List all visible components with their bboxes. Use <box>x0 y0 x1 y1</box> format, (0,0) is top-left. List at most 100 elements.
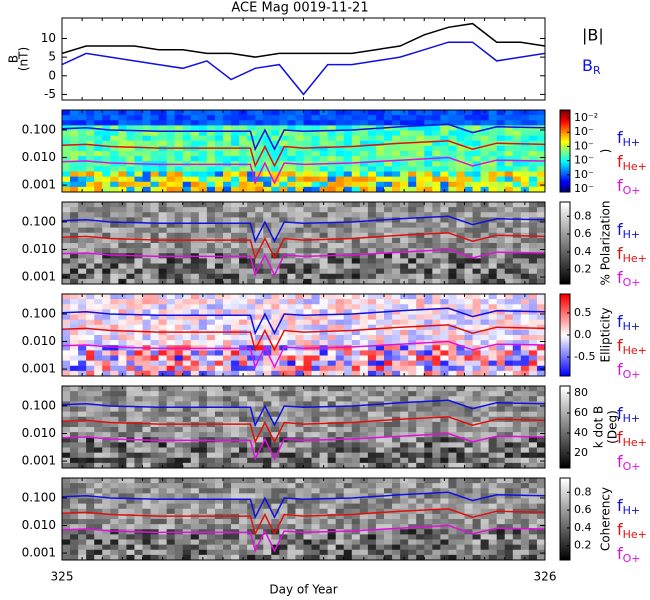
texture <box>335 483 345 489</box>
texture <box>182 524 192 530</box>
texture <box>335 171 345 178</box>
texture <box>480 237 490 244</box>
texture <box>214 335 224 341</box>
texture <box>223 115 232 121</box>
texture <box>86 151 95 157</box>
texture <box>126 554 135 560</box>
texture <box>78 534 87 540</box>
texture <box>158 140 168 147</box>
texture <box>287 222 296 229</box>
texture <box>287 309 296 315</box>
texture <box>198 355 208 362</box>
texture <box>86 421 95 428</box>
texture <box>512 350 522 356</box>
texture <box>70 488 79 494</box>
texture <box>392 166 401 172</box>
texture <box>150 503 160 510</box>
texture <box>94 519 103 525</box>
texture <box>400 243 409 249</box>
texture <box>134 237 143 244</box>
texture <box>424 406 433 413</box>
texture <box>102 212 111 218</box>
texture <box>400 248 409 254</box>
texture <box>174 524 184 530</box>
texture <box>464 222 474 229</box>
texture <box>456 263 465 270</box>
texture <box>126 335 135 341</box>
texture <box>206 498 216 505</box>
texture <box>295 299 304 305</box>
texture <box>214 524 224 530</box>
texture <box>408 161 417 167</box>
texture <box>247 447 256 454</box>
texture <box>70 258 79 264</box>
texture <box>94 350 103 356</box>
texture <box>62 314 71 321</box>
texture <box>255 427 264 433</box>
texture <box>392 156 401 162</box>
texture <box>150 554 160 560</box>
texture <box>295 503 304 510</box>
texture <box>166 319 176 326</box>
texture <box>351 273 361 280</box>
texture <box>311 478 321 484</box>
texture <box>126 544 135 551</box>
texture <box>214 544 224 551</box>
texture <box>424 401 433 407</box>
texture <box>504 227 514 234</box>
texture <box>416 217 425 223</box>
texture <box>367 294 377 300</box>
texture <box>408 145 417 152</box>
texture <box>198 432 208 438</box>
colorbar-cell <box>560 218 570 221</box>
texture <box>335 130 345 137</box>
texture <box>424 110 433 116</box>
texture <box>392 340 401 346</box>
texture <box>287 524 296 530</box>
texture <box>424 365 433 372</box>
texture <box>231 120 240 126</box>
colorbar-cell <box>560 144 570 147</box>
texture <box>367 273 377 280</box>
texture <box>335 534 345 540</box>
texture <box>375 396 385 402</box>
texture <box>231 140 240 147</box>
texture <box>319 483 329 489</box>
texture <box>142 365 152 372</box>
texture <box>214 186 224 192</box>
texture <box>384 186 393 192</box>
colorbar-cell <box>560 330 570 333</box>
colorbar-cell <box>560 390 570 393</box>
texture <box>432 427 441 433</box>
texture <box>102 396 111 402</box>
texture <box>166 427 176 433</box>
texture <box>86 355 95 362</box>
texture <box>94 386 103 392</box>
texture <box>424 212 433 218</box>
texture <box>231 335 240 341</box>
texture <box>150 524 160 530</box>
texture <box>134 258 143 264</box>
texture <box>190 427 200 433</box>
texture <box>504 314 514 321</box>
texture <box>303 166 313 172</box>
texture <box>456 181 465 188</box>
texture <box>343 227 353 234</box>
texture <box>126 278 135 284</box>
texture <box>448 115 457 121</box>
texture <box>231 549 240 556</box>
texture <box>110 120 119 126</box>
texture <box>231 524 240 530</box>
texture <box>271 319 280 326</box>
texture <box>134 360 143 367</box>
texture <box>367 319 377 326</box>
texture <box>496 237 506 244</box>
texture <box>359 268 369 275</box>
texture <box>480 391 490 397</box>
texture <box>472 171 482 178</box>
texture <box>110 421 119 428</box>
texture <box>263 176 272 183</box>
texture <box>142 432 152 438</box>
texture <box>496 401 506 407</box>
texture <box>311 401 321 407</box>
